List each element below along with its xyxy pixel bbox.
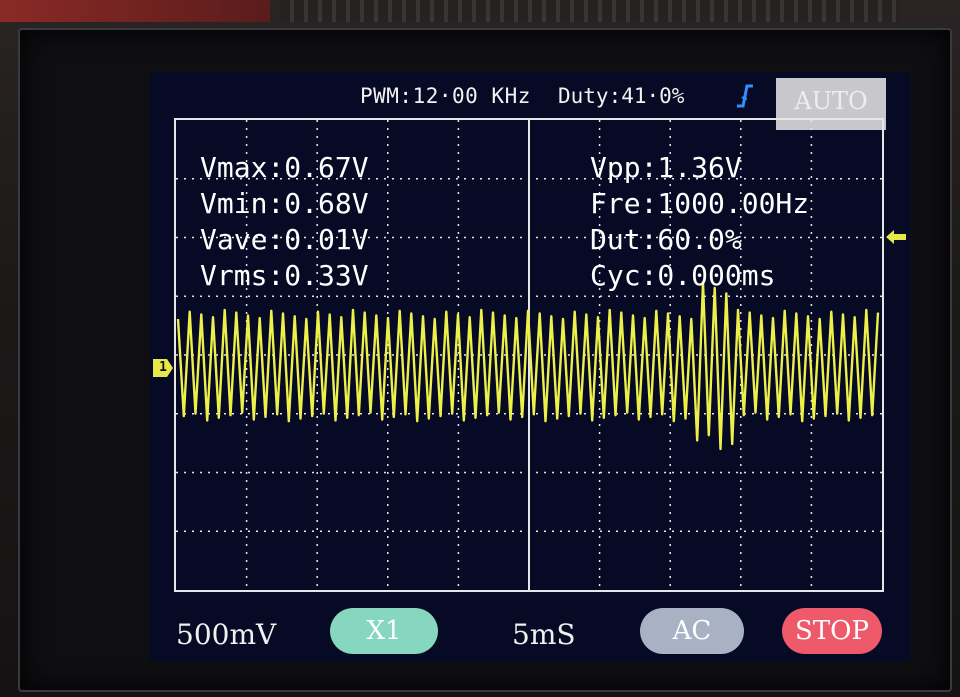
coupling-button[interactable]: AC	[640, 608, 744, 654]
header-pins	[280, 0, 900, 22]
measurements-left: Vmax:0.67V Vmin:0.68V Vave:0.01V Vrms:0.…	[200, 150, 369, 294]
vmin-readout: Vmin:0.68V	[200, 187, 369, 220]
vave-readout: Vave:0.01V	[200, 223, 369, 256]
run-stop-button[interactable]: STOP	[782, 608, 882, 654]
cycle-readout: Cyc:0.000ms	[590, 259, 776, 292]
vpp-readout: Vpp:1.36V	[590, 151, 742, 184]
time-per-div[interactable]: 5mS	[512, 618, 576, 651]
graticule	[176, 120, 882, 590]
probe-multiplier-button[interactable]: X1	[330, 608, 438, 654]
measurements-right: Vpp:1.36V Fre:1000.00Hz Dut:60.0% Cyc:0.…	[590, 150, 809, 294]
rising-edge-trigger-icon[interactable]	[735, 80, 755, 112]
status-bar: PWM:12·00 KHz Duty:41·0% AUTO	[150, 72, 910, 130]
duty-readout: Dut:60.0%	[590, 223, 742, 256]
channel-1-waveform	[176, 281, 880, 451]
trigger-mode-button[interactable]: AUTO	[776, 78, 886, 130]
pwm-duty-readout: Duty:41·0%	[558, 84, 685, 108]
pwm-frequency-readout: PWM:12·00 KHz	[360, 84, 531, 108]
frequency-readout: Fre:1000.00Hz	[590, 187, 810, 220]
waveform-grid	[174, 118, 884, 592]
control-bar: 500mV X1 5mS AC STOP	[150, 600, 910, 662]
pcb-edge	[0, 0, 270, 22]
trigger-level-marker-icon[interactable]	[884, 228, 908, 246]
vrms-readout: Vrms:0.33V	[200, 259, 369, 292]
volts-per-div[interactable]: 500mV	[176, 618, 277, 651]
vmax-readout: Vmax:0.67V	[200, 151, 369, 184]
oscilloscope-screen: PWM:12·00 KHz Duty:41·0% AUTO Vmax:0.67V…	[150, 72, 910, 662]
channel-1-marker[interactable]: 1	[153, 359, 173, 377]
